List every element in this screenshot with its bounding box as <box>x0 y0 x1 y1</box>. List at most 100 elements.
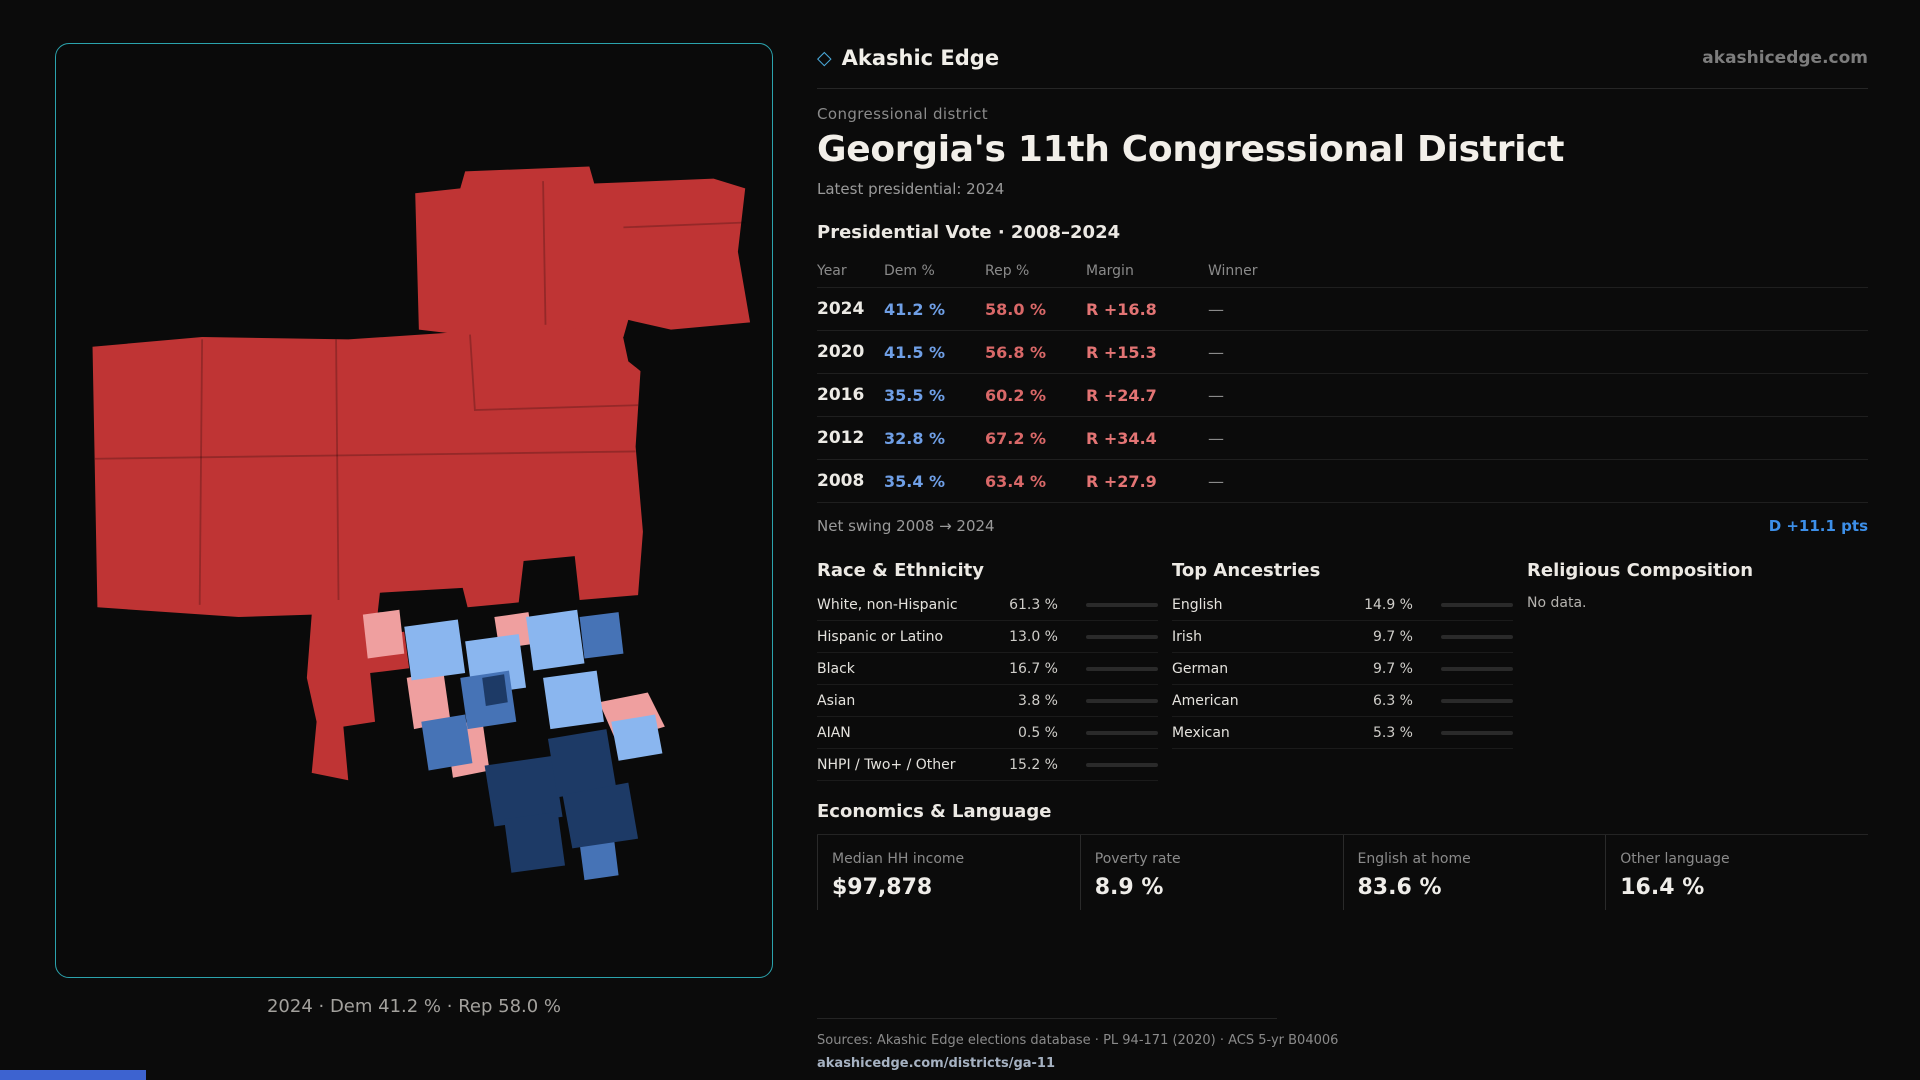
ancestry-value: 14.9 % <box>1364 596 1413 613</box>
net-swing-row: Net swing 2008 → 2024 D +11.1 pts <box>817 502 1868 548</box>
ancestries-section: Top Ancestries English 14.9 % Irish 9.7 … <box>1172 560 1513 781</box>
vote-row: 2012 32.8 % 67.2 % R +34.4 — <box>817 416 1868 459</box>
race-value: 13.0 % <box>1009 628 1058 645</box>
map-caption: 2024 · Dem 41.2 % · Rep 58.0 % <box>266 996 562 1017</box>
stat-label: Poverty rate <box>1094 851 1181 867</box>
ancestry-label: English <box>1172 596 1223 613</box>
vote-year: 2012 <box>817 428 865 448</box>
district-map-panel <box>55 43 773 978</box>
vote-rep: 58.0 % <box>985 299 1047 319</box>
race-row: Asian 3.8 % <box>817 685 1158 717</box>
race-bar <box>1086 762 1158 767</box>
ancestry-bar <box>1441 730 1513 735</box>
race-bar <box>1086 698 1158 703</box>
vote-margin: R +15.3 <box>1086 342 1157 362</box>
ancestry-label: German <box>1172 660 1229 677</box>
ancestry-bar <box>1441 698 1513 703</box>
map-region-light-democrat <box>404 609 663 761</box>
kicker: Congressional district <box>817 105 989 123</box>
race-value: 61.3 % <box>1009 596 1058 613</box>
ancestry-value: 9.7 % <box>1372 628 1413 645</box>
diamond-icon: ◇ <box>817 46 832 69</box>
ancestry-row: American 6.3 % <box>1172 685 1513 717</box>
race-value: 15.2 % <box>1009 756 1058 773</box>
ancestry-bar <box>1441 602 1513 607</box>
vote-winner: — <box>1208 428 1224 448</box>
stat-value: 16.4 % <box>1620 875 1705 900</box>
vote-row: 2008 35.4 % 63.4 % R +27.9 — <box>817 459 1868 502</box>
ancestry-label: Irish <box>1172 628 1202 645</box>
col-winner: Winner <box>1208 263 1258 279</box>
race-row: AIAN 0.5 % <box>817 717 1158 749</box>
vote-dem: 35.5 % <box>884 385 946 405</box>
page-title: Georgia's 11th Congressional District <box>817 129 1565 170</box>
col-year: Year <box>817 263 847 279</box>
footer-sources: Sources: Akashic Edge elections database… <box>817 1033 1339 1048</box>
district-map-svg <box>92 166 751 881</box>
vote-dem: 35.4 % <box>884 471 946 491</box>
ancestry-bar <box>1441 634 1513 639</box>
ancestry-label: Mexican <box>1172 724 1230 741</box>
race-bar <box>1086 666 1158 671</box>
stat-label: Other language <box>1620 851 1730 867</box>
ancestry-row: English 14.9 % <box>1172 589 1513 621</box>
race-label: AIAN <box>817 724 851 741</box>
bottom-taskbar-fragment <box>0 1070 146 1080</box>
race-row: Hispanic or Latino 13.0 % <box>817 621 1158 653</box>
header: ◇ Akashic Edge akashicedge.com <box>817 38 1868 78</box>
race-section-title: Race & Ethnicity <box>817 560 984 581</box>
race-label: NHPI / Two+ / Other <box>817 756 956 773</box>
vote-margin: R +27.9 <box>1086 471 1157 491</box>
header-divider <box>817 88 1868 89</box>
col-rep: Rep % <box>985 263 1030 279</box>
race-row: NHPI / Two+ / Other 15.2 % <box>817 749 1158 781</box>
ancestry-value: 9.7 % <box>1372 660 1413 677</box>
footer-divider <box>817 1018 1277 1019</box>
race-bar <box>1086 602 1158 607</box>
vote-year: 2020 <box>817 342 865 362</box>
ancestry-value: 5.3 % <box>1372 724 1413 741</box>
economics-section-title: Economics & Language <box>817 801 1052 822</box>
brand-domain-link[interactable]: akashicedge.com <box>1702 48 1868 68</box>
vote-winner: — <box>1208 385 1224 405</box>
vote-margin: R +24.7 <box>1086 385 1157 405</box>
page-subtitle: Latest presidential: 2024 <box>817 180 1005 198</box>
detail-pane: ◇ Akashic Edge akashicedge.com Congressi… <box>817 38 1868 1071</box>
vote-year: 2024 <box>817 299 865 319</box>
race-label: Hispanic or Latino <box>817 628 944 645</box>
vote-table-header: Year Dem % Rep % Margin Winner <box>817 255 1868 287</box>
stat-card: Median HH income $97,878 <box>817 835 1080 910</box>
vote-row: 2020 41.5 % 56.8 % R +15.3 — <box>817 330 1868 373</box>
demographics-columns: Race & Ethnicity White, non-Hispanic 61.… <box>817 560 1868 781</box>
stat-card: English at home 83.6 % <box>1342 835 1606 910</box>
vote-rep: 60.2 % <box>985 385 1047 405</box>
vote-row: 2016 35.5 % 60.2 % R +24.7 — <box>817 373 1868 416</box>
race-value: 16.7 % <box>1009 660 1058 677</box>
vote-dem: 32.8 % <box>884 428 946 448</box>
race-label: Black <box>817 660 855 677</box>
footer: Sources: Akashic Edge elections database… <box>817 1018 1868 1071</box>
race-value: 0.5 % <box>1017 724 1058 741</box>
net-swing-label: Net swing 2008 → 2024 <box>817 517 995 535</box>
brand-name: Akashic Edge <box>841 46 1000 70</box>
ancestry-row: German 9.7 % <box>1172 653 1513 685</box>
stat-label: Median HH income <box>832 851 965 867</box>
map-region-republican <box>92 166 751 781</box>
vote-rep: 63.4 % <box>985 471 1047 491</box>
economics-divider <box>817 834 1868 835</box>
footer-permalink[interactable]: akashicedge.com/districts/ga-11 <box>817 1056 1056 1071</box>
col-margin: Margin <box>1086 263 1134 279</box>
stat-card: Other language 16.4 % <box>1605 835 1868 910</box>
vote-margin: R +34.4 <box>1086 428 1157 448</box>
net-swing-value: D +11.1 pts <box>1768 517 1868 535</box>
vote-rep: 67.2 % <box>985 428 1047 448</box>
stat-value: 83.6 % <box>1357 875 1442 900</box>
vote-dem: 41.2 % <box>884 299 946 319</box>
stat-value: $97,878 <box>832 875 933 900</box>
ancestry-value: 6.3 % <box>1372 692 1413 709</box>
col-dem: Dem % <box>884 263 935 279</box>
stat-value: 8.9 % <box>1094 875 1164 900</box>
stat-label: English at home <box>1357 851 1471 867</box>
vote-winner: — <box>1208 471 1224 491</box>
vote-year: 2016 <box>817 385 865 405</box>
